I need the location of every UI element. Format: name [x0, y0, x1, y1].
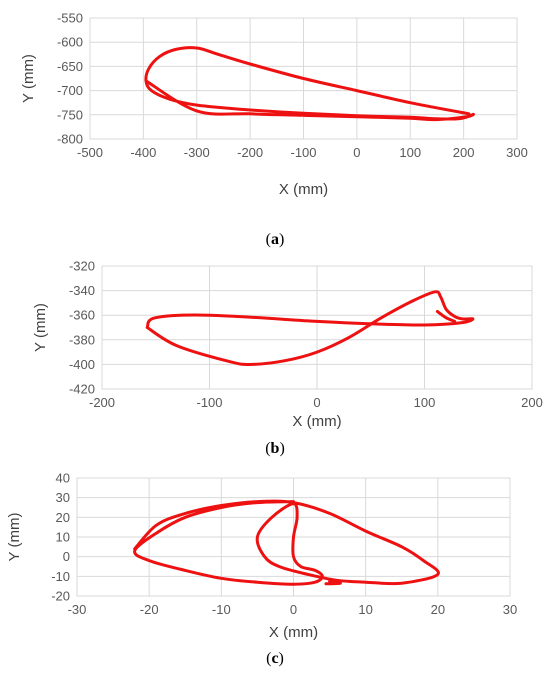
chart-panel-a: -550 -600 -650 -700 -750 -800-500 -400 -300 -200… — [20, 11, 528, 249]
y-tick-label: -10 — [51, 569, 70, 584]
y-tick-label: -750 — [57, 107, 83, 122]
x-axis-label: X (mm) — [292, 413, 341, 430]
panel-caption: (b) — [265, 440, 285, 457]
y-tick-label: -320 — [69, 259, 95, 274]
x-tick-label: -300 — [184, 145, 210, 160]
panel-caption: (a) — [266, 231, 285, 248]
x-tick-label: 200 — [521, 395, 543, 410]
y-tick-label: -20 — [51, 589, 70, 604]
trajectory-line — [435, 310, 457, 323]
plot-area-frame — [101, 265, 533, 390]
y-tick-label: 20 — [56, 510, 70, 525]
y-tick-label: -650 — [57, 59, 83, 74]
panel-caption: (c) — [266, 650, 284, 667]
chart-panel-b: -320 -340 -360 -380 -400 -420-200 -100 0 100 200 X… — [32, 259, 543, 458]
x-tick-label: 300 — [506, 145, 528, 160]
x-tick-label: 100 — [414, 395, 436, 410]
x-tick-label: 0 — [353, 145, 360, 160]
x-tick-label: 10 — [358, 602, 372, 617]
y-tick-label: 10 — [56, 530, 70, 545]
trajectory-line — [145, 290, 475, 367]
y-tick-label: -700 — [57, 83, 83, 98]
panel-caption-letter: a — [271, 231, 279, 248]
x-tick-label: -20 — [140, 602, 159, 617]
y-tick-label: -400 — [69, 357, 95, 372]
y-tick-label: -380 — [69, 332, 95, 347]
x-tick-label: -10 — [212, 602, 231, 617]
y-tick-label: -360 — [69, 308, 95, 323]
x-tick-label: 100 — [399, 145, 421, 160]
y-tick-label: -420 — [69, 382, 95, 397]
plot-area-frame — [76, 477, 511, 597]
y-axis-label: Y (mm) — [6, 513, 23, 562]
y-tick-label: -340 — [69, 283, 95, 298]
x-tick-label: -500 — [77, 145, 103, 160]
y-tick-label: 40 — [56, 471, 70, 486]
x-tick-label: 0 — [313, 395, 320, 410]
x-tick-label: 20 — [431, 602, 445, 617]
y-tick-label: 0 — [63, 549, 70, 564]
x-axis-label: X (mm) — [279, 181, 328, 198]
trajectory-line — [144, 46, 475, 122]
x-axis-label: X (mm) — [269, 624, 318, 641]
x-tick-label: -100 — [196, 395, 222, 410]
panel-caption-letter: c — [271, 650, 278, 667]
y-axis-label: Y (mm) — [20, 54, 37, 103]
y-axis-label: Y (mm) — [32, 303, 49, 352]
x-tick-label: -200 — [89, 395, 115, 410]
x-tick-label: 0 — [290, 602, 297, 617]
x-tick-label: -100 — [290, 145, 316, 160]
trajectory-line — [133, 499, 440, 586]
y-tick-label: 30 — [56, 490, 70, 505]
y-tick-label: -600 — [57, 35, 83, 50]
y-tick-label: -800 — [57, 132, 83, 147]
trajectory-line — [324, 579, 342, 586]
plot-area-frame — [89, 17, 518, 140]
x-tick-label: -400 — [130, 145, 156, 160]
x-tick-label: -30 — [68, 602, 87, 617]
x-tick-label: 200 — [453, 145, 475, 160]
y-tick-label: -550 — [57, 11, 83, 26]
x-tick-label: -200 — [237, 145, 263, 160]
x-tick-label: 30 — [503, 602, 517, 617]
panel-caption-letter: b — [271, 440, 280, 457]
